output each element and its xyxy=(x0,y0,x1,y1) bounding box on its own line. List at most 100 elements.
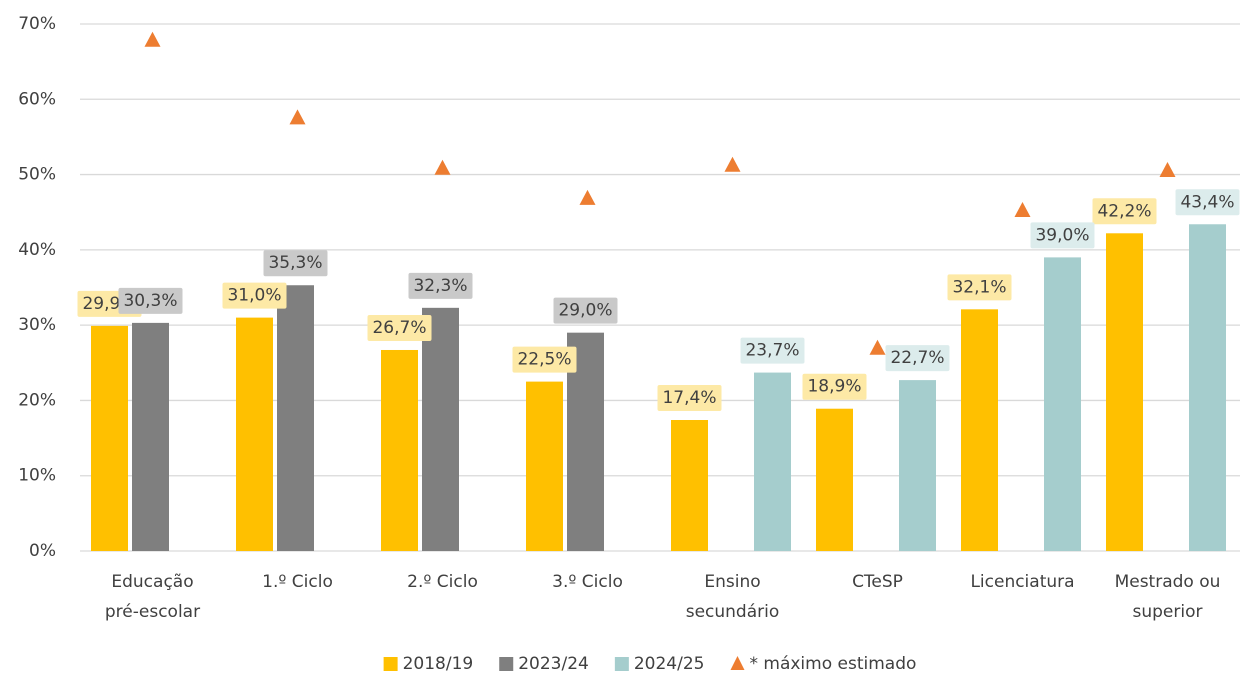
data-label: 43,4% xyxy=(1175,189,1240,216)
y-tick-label: 60% xyxy=(18,89,56,109)
bar xyxy=(526,381,563,551)
marker xyxy=(579,189,596,205)
data-label-text: 42,2% xyxy=(1097,201,1151,221)
marker xyxy=(1014,201,1031,217)
legend-label: 2023/24 xyxy=(518,654,589,674)
data-label: 29,0% xyxy=(553,297,618,324)
bar xyxy=(422,307,459,551)
data-label: 42,2% xyxy=(1092,198,1157,225)
bar xyxy=(1106,233,1143,551)
data-label: 22,5% xyxy=(512,346,577,373)
marker xyxy=(1159,162,1176,178)
bar xyxy=(236,317,273,551)
x-tick-label: Mestrado ou xyxy=(1115,572,1221,592)
bar xyxy=(816,408,853,551)
x-tick-label: Ensino xyxy=(704,572,760,592)
legend-swatch xyxy=(730,656,745,670)
legend-swatch xyxy=(499,657,514,671)
data-label-text: 29,0% xyxy=(558,301,612,321)
bar xyxy=(671,420,708,551)
data-label-bg xyxy=(553,297,618,324)
bar xyxy=(899,380,936,551)
legend-label: * máximo estimado xyxy=(749,654,916,674)
y-tick-label: 50% xyxy=(18,165,56,185)
legend-item: 2023/24 xyxy=(499,654,589,674)
data-label-text: 17,4% xyxy=(662,388,716,408)
legend-swatch xyxy=(614,657,629,671)
data-label: 31,0% xyxy=(222,282,287,309)
data-label: 23,7% xyxy=(740,337,805,364)
data-label: 17,4% xyxy=(657,385,722,412)
data-label-text: 39,0% xyxy=(1035,225,1089,245)
y-tick-label: 10% xyxy=(18,466,56,486)
data-label-bg xyxy=(118,287,183,314)
data-label-bg xyxy=(222,282,287,309)
bar xyxy=(277,285,314,551)
x-tick-label: Licenciatura xyxy=(970,572,1074,592)
data-label-bg xyxy=(802,373,867,400)
data-label-bg xyxy=(885,345,950,372)
data-label-text: 22,7% xyxy=(890,348,944,368)
data-label-bg xyxy=(367,314,432,341)
data-label: 18,9% xyxy=(802,373,867,400)
marker xyxy=(144,31,161,47)
x-tick-label: secundário xyxy=(686,602,780,622)
x-tick-label: 3.º Ciclo xyxy=(552,572,623,592)
bar xyxy=(754,372,791,551)
data-label-bg xyxy=(408,272,473,299)
data-label: 22,7% xyxy=(885,345,950,372)
legend: 2018/19 2023/24 2024/25 * máximo estimado xyxy=(383,654,916,674)
bar xyxy=(1044,257,1081,551)
y-tick-label: 40% xyxy=(18,240,56,260)
marker xyxy=(289,109,306,125)
data-label-bg xyxy=(1092,198,1157,225)
data-label: 32,3% xyxy=(408,272,473,299)
x-tick-label: superior xyxy=(1133,602,1203,622)
data-label-bg xyxy=(740,337,805,364)
data-label-bg xyxy=(947,274,1012,301)
data-label-text: 23,7% xyxy=(745,341,799,361)
y-tick-label: 30% xyxy=(18,315,56,335)
data-label-text: 30,3% xyxy=(123,291,177,311)
legend-swatch xyxy=(383,657,398,671)
data-label-text: 22,5% xyxy=(517,350,571,370)
data-label-bg xyxy=(1175,189,1240,216)
legend-item: 2018/19 xyxy=(383,654,474,674)
x-tick-label: CTeSP xyxy=(852,572,903,592)
data-label-bg xyxy=(263,250,328,277)
data-label-text: 35,3% xyxy=(268,253,322,273)
data-label-bg xyxy=(512,346,577,373)
x-tick-label: Educação xyxy=(111,572,193,592)
marker xyxy=(434,159,451,175)
data-label-bg xyxy=(1030,222,1095,249)
data-label: 39,0% xyxy=(1030,222,1095,249)
bar xyxy=(132,322,169,551)
bar xyxy=(1189,224,1226,551)
marker xyxy=(869,339,886,355)
y-tick-label: 0% xyxy=(29,541,56,561)
data-label: 26,7% xyxy=(367,314,432,341)
x-tick-label: 2.º Ciclo xyxy=(407,572,478,592)
legend-label: 2018/19 xyxy=(403,654,474,674)
y-tick-label: 70% xyxy=(18,14,56,34)
data-label-text: 26,7% xyxy=(372,318,426,338)
legend-item: * máximo estimado xyxy=(730,654,916,674)
bar xyxy=(91,325,128,551)
data-label-text: 32,3% xyxy=(413,276,467,296)
marker xyxy=(724,156,741,172)
data-label-text: 32,1% xyxy=(952,277,1006,297)
bar xyxy=(381,349,418,551)
data-label-text: 31,0% xyxy=(227,286,281,306)
x-tick-label: 1.º Ciclo xyxy=(262,572,333,592)
bar xyxy=(961,309,998,551)
y-tick-label: 20% xyxy=(18,390,56,410)
x-tick-label: pré-escolar xyxy=(105,602,200,622)
legend-item: 2024/25 xyxy=(614,654,705,674)
data-label: 32,1% xyxy=(947,274,1012,301)
data-label-bg xyxy=(657,385,722,412)
data-label: 30,3% xyxy=(118,287,183,314)
data-label: 35,3% xyxy=(263,250,328,277)
legend-label: 2024/25 xyxy=(634,654,705,674)
data-label-text: 18,9% xyxy=(807,377,861,397)
